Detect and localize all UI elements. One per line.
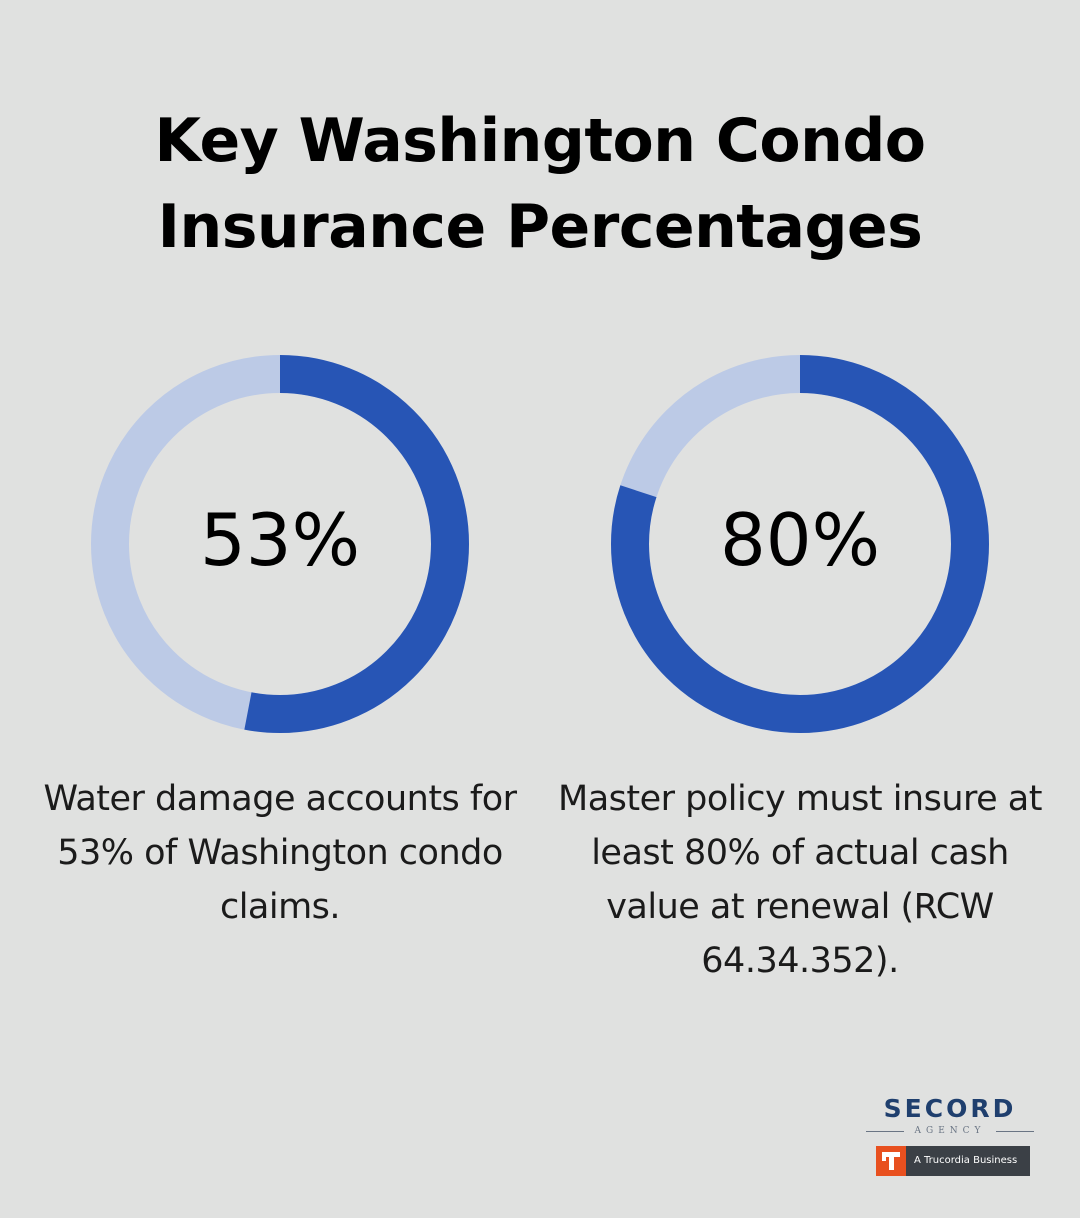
divider (996, 1131, 1034, 1132)
donut-filled-segment (91, 355, 469, 733)
donut-svg (611, 355, 989, 733)
percentage-label: 53% (199, 498, 361, 582)
trucordia-badge: A Trucordia Business (876, 1146, 1030, 1176)
trucordia-t-icon (876, 1146, 906, 1176)
donut-filled-segment (611, 355, 989, 733)
logo-subtitle-text: AGENCY (914, 1126, 986, 1136)
donut-chart-water-damage: 53% (90, 354, 470, 734)
donut-chart-master-policy: 80% (610, 354, 990, 734)
donut-svg (91, 355, 469, 733)
water-damage-description: Water damage accounts for 53% of Washing… (43, 779, 517, 927)
divider (866, 1131, 904, 1132)
logo-wordmark: SECORD (883, 1094, 1017, 1123)
logo-subtitle: AGENCY (862, 1124, 1038, 1138)
percentage-label: 80% (719, 498, 881, 582)
title-line-1: Key Washington Condo (154, 106, 926, 176)
secord-agency-logo: SECORD AGENCY A Trucordia Business (862, 1094, 1042, 1180)
master-policy-description: Master policy must insure at least 80% o… (558, 779, 1042, 981)
badge-text: A Trucordia Business (914, 1155, 1018, 1166)
title-line-2: Insurance Percentages (157, 192, 923, 262)
page-title: Key Washington Condo Insurance Percentag… (0, 98, 1080, 270)
